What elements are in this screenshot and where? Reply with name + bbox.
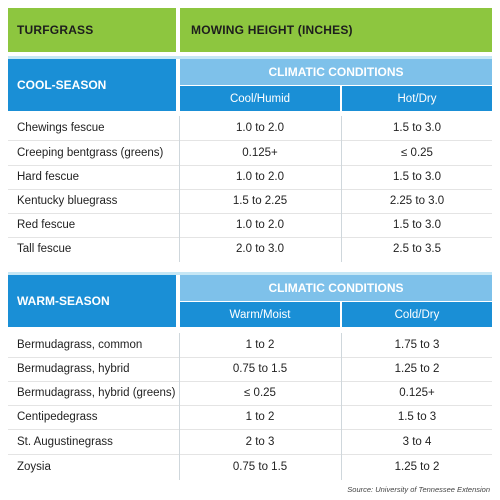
row-divider: [8, 454, 492, 455]
grass-name: Tall fescue: [17, 243, 72, 255]
height-value: 1 to 2: [245, 339, 275, 351]
warm-cond-warm-moist: Warm/Moist: [180, 302, 340, 327]
source-caption: Source: University of Tennessee Extensio…: [347, 485, 490, 494]
warm-season-label: WARM-SEASON: [8, 275, 176, 327]
row-divider: [8, 381, 492, 382]
warm-climatic-conditions: CLIMATIC CONDITIONS: [180, 275, 492, 301]
grass-name: Red fescue: [17, 219, 76, 231]
grass-name: Zoysia: [17, 461, 51, 473]
row-divider: [8, 165, 492, 166]
table-row: Bermudagrass, hybrid 0.75 to 1.5 1.25 to…: [8, 357, 492, 381]
height-value: 1 to 2: [245, 411, 275, 423]
row-divider: [8, 429, 492, 430]
grass-name: Creeping bentgrass (greens): [17, 147, 164, 159]
height-value: 0.125+: [242, 147, 278, 159]
grass-name: Bermudagrass, hybrid: [17, 363, 130, 375]
grass-name: Centipedegrass: [17, 411, 98, 423]
row-divider: [8, 237, 492, 238]
height-value: 1.0 to 2.0: [236, 122, 284, 134]
height-value: 3 to 4: [402, 436, 432, 448]
table-row: Chewings fescue 1.0 to 2.0 1.5 to 3.0: [8, 116, 492, 140]
table-row: Zoysia 0.75 to 1.5 1.25 to 2: [8, 455, 492, 479]
table-row: Centipedegrass 1 to 2 1.5 to 3: [8, 405, 492, 429]
height-value: 1.5 to 3.0: [393, 219, 441, 231]
row-divider: [8, 189, 492, 190]
height-value: 0.75 to 1.5: [232, 363, 288, 375]
column-divider: [341, 333, 342, 480]
height-value: 2.5 to 3.5: [393, 243, 441, 255]
cool-cond-hot-dry: Hot/Dry: [342, 86, 492, 111]
header-turfgrass: TURFGRASS: [8, 8, 176, 52]
divider: [8, 56, 492, 59]
grass-name: Bermudagrass, common: [17, 339, 143, 351]
height-value: 1.5 to 3: [397, 411, 437, 423]
grass-name: Hard fescue: [17, 171, 80, 183]
grass-name: Kentucky bluegrass: [17, 195, 118, 207]
height-value: 1.0 to 2.0: [236, 171, 284, 183]
warm-cond-cold-dry: Cold/Dry: [342, 302, 492, 327]
table-row: Tall fescue 2.0 to 3.0 2.5 to 3.5: [8, 237, 492, 261]
column-divider: [179, 116, 180, 262]
grass-name: Chewings fescue: [17, 122, 105, 134]
height-value: 1.5 to 3.0: [393, 171, 441, 183]
height-value: 1.5 to 2.25: [232, 195, 288, 207]
height-value: 2.25 to 3.0: [389, 195, 445, 207]
divider: [8, 272, 492, 275]
row-divider: [8, 357, 492, 358]
height-value: 2.0 to 3.0: [236, 243, 284, 255]
row-divider: [8, 405, 492, 406]
height-value: 1.25 to 2: [394, 363, 440, 375]
cool-season-label: COOL-SEASON: [8, 59, 176, 111]
height-value: 1.0 to 2.0: [236, 219, 284, 231]
table-row: Hard fescue 1.0 to 2.0 1.5 to 3.0: [8, 165, 492, 189]
row-divider: [8, 213, 492, 214]
height-value: ≤ 0.25: [244, 387, 276, 399]
cool-cond-cool-humid: Cool/Humid: [180, 86, 340, 111]
table-row: Bermudagrass, hybrid (greens) ≤ 0.25 0.1…: [8, 381, 492, 405]
table-row: Bermudagrass, common 1 to 2 1.75 to 3: [8, 333, 492, 357]
grass-name: St. Augustinegrass: [17, 436, 113, 448]
grass-name: Bermudagrass, hybrid (greens): [17, 387, 176, 399]
cool-climatic-conditions: CLIMATIC CONDITIONS: [180, 59, 492, 85]
height-value: 1.5 to 3.0: [393, 122, 441, 134]
height-value: 2 to 3: [245, 436, 275, 448]
height-value: 0.75 to 1.5: [232, 461, 288, 473]
table-row: Kentucky bluegrass 1.5 to 2.25 2.25 to 3…: [8, 189, 492, 213]
height-value: 1.25 to 2: [394, 461, 440, 473]
height-value: ≤ 0.25: [401, 147, 433, 159]
row-divider: [8, 140, 492, 141]
height-value: 1.75 to 3: [394, 339, 440, 351]
column-divider: [179, 333, 180, 480]
height-value: 0.125+: [399, 387, 435, 399]
table-row: Red fescue 1.0 to 2.0 1.5 to 3.0: [8, 213, 492, 237]
header-mowing-height: MOWING HEIGHT (INCHES): [180, 8, 492, 52]
table-row: St. Augustinegrass 2 to 3 3 to 4: [8, 430, 492, 454]
column-divider: [341, 116, 342, 262]
table-row: Creeping bentgrass (greens) 0.125+ ≤ 0.2…: [8, 141, 492, 165]
